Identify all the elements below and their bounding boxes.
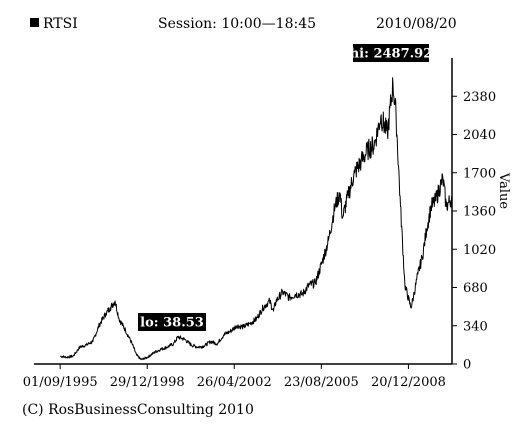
y-axis-label: Value bbox=[496, 172, 511, 209]
y-tick-label: 680 bbox=[463, 281, 488, 296]
chart-title: RTSI bbox=[30, 16, 78, 32]
y-tick-label: 0 bbox=[463, 358, 471, 373]
y-tick-label: 2380 bbox=[463, 90, 496, 105]
y-tick-label: 1360 bbox=[463, 205, 496, 220]
copyright-text: (C) RosBusinessConsulting 2010 bbox=[22, 402, 254, 418]
series-line bbox=[60, 77, 453, 361]
axes: 01/09/1995 29/12/1998 26/04/2002 23/08/2005… bbox=[23, 58, 511, 390]
y-tick-label: 2040 bbox=[463, 128, 496, 143]
x-tick-label: 29/12/1998 bbox=[110, 375, 185, 390]
lo-box-bg bbox=[138, 313, 206, 331]
x-tick-label: 20/12/2008 bbox=[371, 375, 446, 390]
x-tick-label: 01/09/1995 bbox=[23, 375, 98, 390]
y-tick-label: 1700 bbox=[463, 166, 496, 181]
x-tick-label: 23/08/2005 bbox=[284, 375, 359, 390]
high-marker: hi: 2487.92 bbox=[350, 44, 433, 62]
hi-box-label: hi: 2487.92 bbox=[350, 47, 433, 62]
chart-date: 2010/08/20 bbox=[376, 16, 457, 32]
session-info: Session: 10:00—18:45 bbox=[158, 16, 317, 32]
symbol-label: RTSI bbox=[43, 16, 78, 32]
lo-box-label: lo: 38.53 bbox=[140, 316, 204, 331]
x-tick-label: 26/04/2002 bbox=[197, 375, 272, 390]
series-marker-icon bbox=[30, 18, 39, 27]
y-tick-label: 340 bbox=[463, 319, 488, 334]
hi-box-bg bbox=[353, 44, 429, 62]
y-tick-label: 1020 bbox=[463, 243, 496, 258]
low-marker: lo: 38.53 bbox=[138, 313, 206, 331]
